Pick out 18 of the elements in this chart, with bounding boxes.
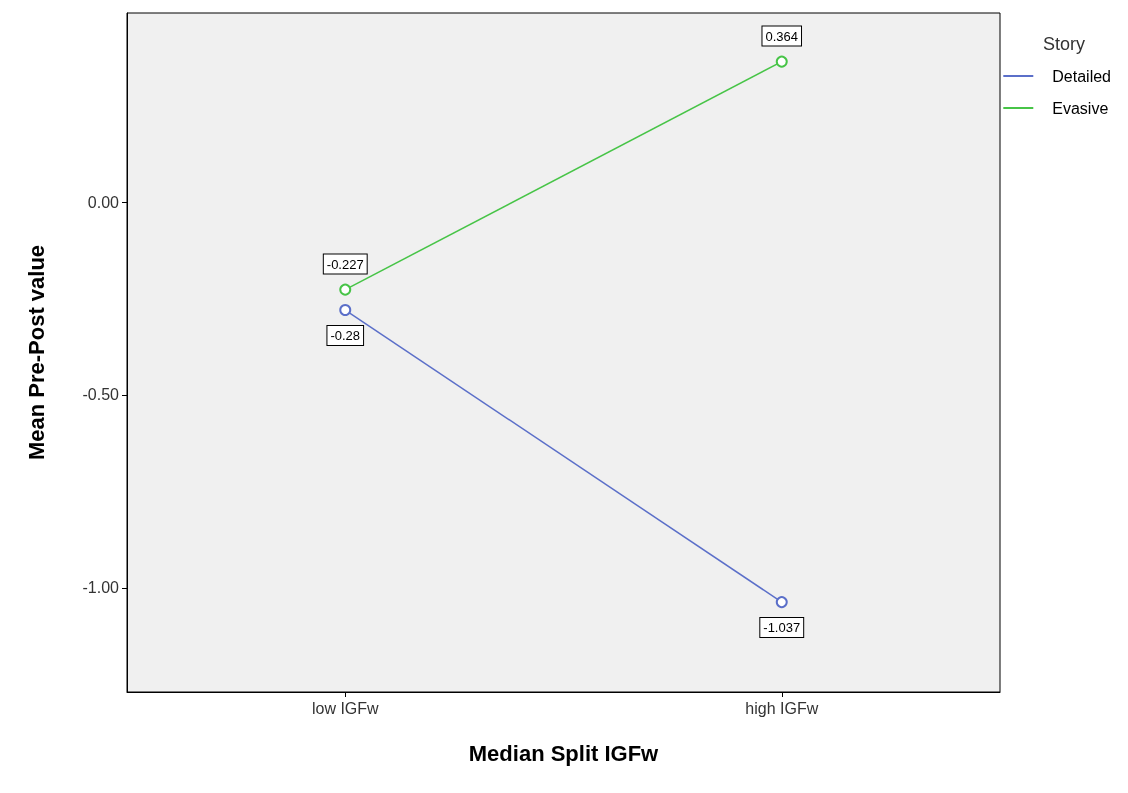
data-label: 0.364 bbox=[765, 28, 799, 44]
point bbox=[775, 55, 788, 68]
point bbox=[775, 596, 788, 609]
y-axis-title: Mean Pre-Post value bbox=[23, 244, 49, 461]
x-tick-label: high IGFw bbox=[745, 699, 819, 717]
y-tick-label: 0.00 bbox=[87, 193, 120, 211]
legend-title: Story bbox=[1042, 34, 1085, 54]
data-label: -0.28 bbox=[330, 328, 361, 344]
x-tick-label: low IGFw bbox=[311, 699, 380, 717]
legend-label: Evasive bbox=[1052, 99, 1109, 117]
x-axis-title: Median Split IGFw bbox=[468, 740, 660, 766]
legend-label: Detailed bbox=[1052, 67, 1111, 85]
y-tick-label: -0.50 bbox=[82, 386, 120, 404]
point bbox=[339, 283, 352, 296]
y-tick-label: -1.00 bbox=[82, 579, 120, 597]
point bbox=[339, 304, 352, 317]
data-label: -0.227 bbox=[326, 256, 364, 272]
data-label: -1.037 bbox=[763, 620, 801, 636]
